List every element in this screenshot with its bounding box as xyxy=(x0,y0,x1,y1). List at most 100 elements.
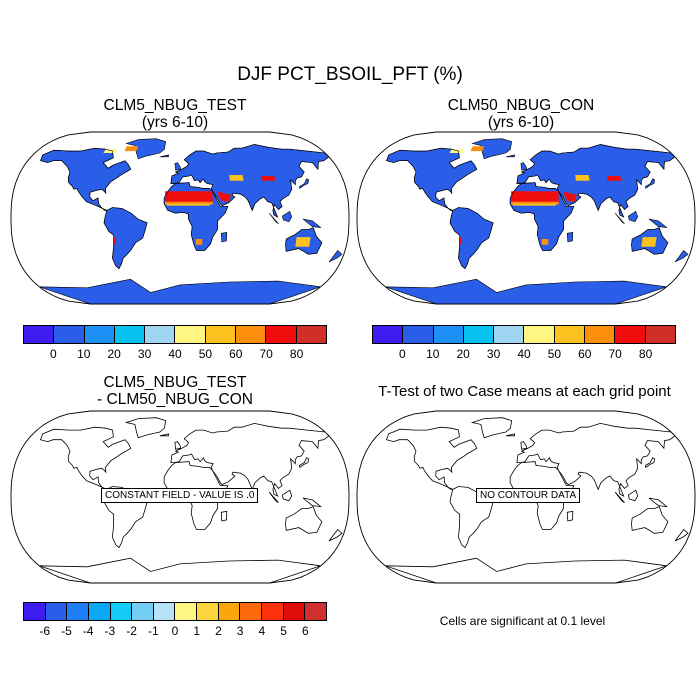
landmass-bo xyxy=(281,489,293,502)
legend-tick-label: 50 xyxy=(547,347,562,361)
legend-bar-test xyxy=(23,325,327,344)
legend-tick-label: 20 xyxy=(456,347,470,361)
legend-tick-label: 60 xyxy=(229,347,243,361)
legend-swatch xyxy=(24,326,55,343)
legend-labels-difference: -6 -5 -4 -3 -2 -1 0 1 2 3 4 5 6 xyxy=(23,624,327,638)
landmass-ic xyxy=(160,433,170,437)
landmass-ic xyxy=(506,154,515,158)
landmass-ic xyxy=(506,433,516,437)
arctic-spot xyxy=(470,146,485,152)
landmass-uk xyxy=(174,162,182,171)
legend-labels-control: 0 10 20 30 40 50 60 70 80 xyxy=(372,347,676,361)
atacama-spot xyxy=(459,237,463,245)
landmass-mg xyxy=(220,510,228,522)
landmass-ic xyxy=(160,154,169,158)
arabia-hotspot xyxy=(563,191,578,202)
map-border xyxy=(10,131,350,305)
landmass-su xyxy=(614,491,625,504)
baffin-spot xyxy=(449,149,464,153)
landmass-su xyxy=(268,491,279,504)
legend-swatch xyxy=(373,326,404,343)
landmass-mg xyxy=(566,231,574,243)
legend-swatch xyxy=(67,603,89,620)
legend-tick-label: -2 xyxy=(126,624,137,638)
sahara-hotspot xyxy=(511,191,559,203)
legend-swatch xyxy=(84,326,115,343)
landmass-au xyxy=(631,506,669,534)
coastline-na xyxy=(386,147,478,211)
legend-swatch xyxy=(524,326,555,343)
legend-tick-label: 80 xyxy=(289,347,304,361)
australia-hotspot xyxy=(641,237,657,247)
landmass-jp xyxy=(644,457,656,469)
panel-title-control-line2: (yrs 6-10) xyxy=(487,114,555,131)
legend-swatch xyxy=(175,326,206,343)
panel-title-control-line1: CLM50_NBUG_CON xyxy=(447,97,595,114)
legend-bar-difference xyxy=(23,602,327,621)
legend-swatch xyxy=(463,326,495,343)
legend-tick-label: 70 xyxy=(608,347,622,361)
legend-swatch xyxy=(197,603,219,620)
baffin-spot xyxy=(103,149,118,153)
landmass-ng xyxy=(648,218,668,229)
legend-tick-label: 40 xyxy=(168,347,182,361)
legend-tick-label: 30 xyxy=(137,347,152,361)
landmass-an xyxy=(385,278,667,304)
panel-title-control: CLM50_NBUG_CON (yrs 6-10) xyxy=(386,97,656,131)
legend-swatch xyxy=(132,603,154,620)
arabia-hotspot xyxy=(217,191,232,202)
landmass-an xyxy=(39,278,321,304)
legend-tick-label: 6 xyxy=(301,624,309,638)
legend-swatch xyxy=(296,326,326,343)
gobi-hotspot xyxy=(606,176,622,181)
coastline-sa xyxy=(449,207,494,270)
legend-swatch xyxy=(305,603,326,620)
landmass-uk xyxy=(174,441,182,450)
landmass-gl xyxy=(470,417,513,439)
sahel-band xyxy=(166,203,210,206)
legend-tick-label: 5 xyxy=(280,624,287,638)
coastline-af xyxy=(163,182,229,251)
map-border xyxy=(10,410,350,584)
main-title: DJF PCT_BSOIL_PFT (%) xyxy=(237,64,463,85)
legend-tick-label: 30 xyxy=(486,347,501,361)
landmass-gl xyxy=(124,417,167,439)
legend-swatch xyxy=(114,326,146,343)
landmass-nz xyxy=(328,250,343,263)
coastline-au xyxy=(285,227,323,255)
legend-swatch xyxy=(175,603,198,620)
legend-tick-label: 40 xyxy=(517,347,531,361)
landmass-na xyxy=(385,426,478,490)
legend-tick-label: 70 xyxy=(259,347,273,361)
legend-tick-label: 3 xyxy=(236,624,244,638)
difference-message: CONSTANT FIELD - VALUE IS .0 xyxy=(101,488,259,503)
sahel-band xyxy=(512,203,556,206)
landmass-mg xyxy=(566,510,574,522)
panel-title-ttest: T-Test of two Case means at each grid po… xyxy=(378,383,671,400)
central-asia-spot xyxy=(229,175,244,181)
landmass-ng xyxy=(302,497,323,508)
atacama-spot xyxy=(113,237,117,245)
landmass-uk xyxy=(520,162,528,171)
landmass-nz xyxy=(674,250,689,263)
panel-title-difference: CLM5_NBUG_TEST - CLM50_NBUG_CON xyxy=(40,374,310,408)
legend-swatch xyxy=(24,603,46,620)
landmass-ng xyxy=(648,497,669,508)
landmass-bo xyxy=(627,489,639,502)
panel-title-difference-line2: - CLM50_NBUG_CON xyxy=(97,391,253,408)
kalahari-spot xyxy=(195,239,203,245)
legend-swatch xyxy=(554,326,586,343)
panel-title-difference-line1: CLM5_NBUG_TEST xyxy=(103,374,247,391)
landmass-jp xyxy=(298,457,310,469)
landmass-eu xyxy=(170,422,330,497)
legend-swatch xyxy=(236,326,267,343)
legend-tick-label: -4 xyxy=(82,624,94,638)
legend-tick-label: 0 xyxy=(171,624,179,638)
panel-title-test-line1: CLM5_NBUG_TEST xyxy=(103,97,247,114)
map-border xyxy=(356,410,696,584)
central-asia-spot xyxy=(575,175,590,181)
legend-tick-label: 80 xyxy=(638,347,653,361)
landmass-jp xyxy=(299,178,310,189)
legend-tick-label: 4 xyxy=(258,624,266,638)
landmass-nz xyxy=(674,528,689,542)
